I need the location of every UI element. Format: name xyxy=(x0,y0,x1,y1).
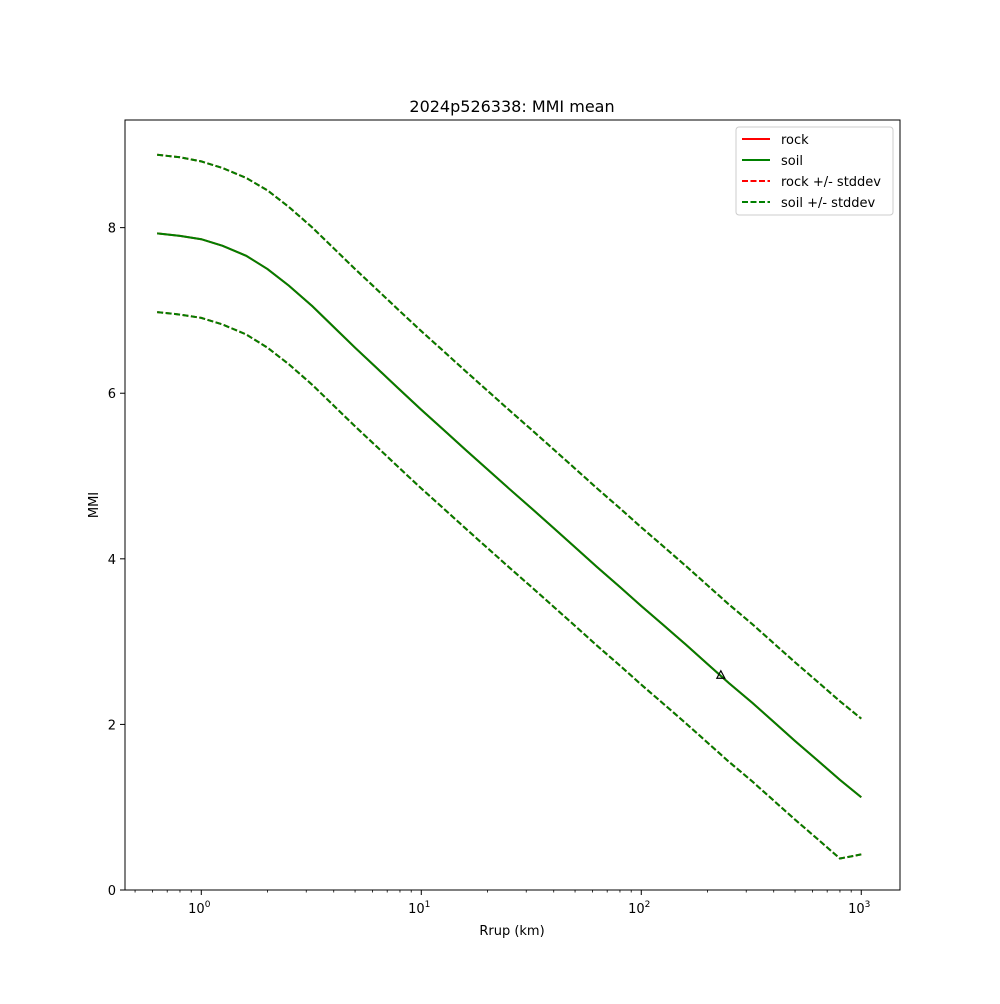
chart-title: 2024p526338: MMI mean xyxy=(409,97,614,116)
y-axis-label: MMI xyxy=(87,492,102,518)
rock-line xyxy=(157,232,862,799)
y-tick-label: 0 xyxy=(108,884,116,899)
soil-stddev-lower-line xyxy=(157,311,862,860)
soil-stddev-line xyxy=(157,153,862,720)
rock-stddev-lower-line xyxy=(157,311,862,860)
plot-frame xyxy=(124,119,901,891)
y-tick-label: 8 xyxy=(108,222,116,237)
legend: rock soil rock +/- stddev soil +/- stddev xyxy=(735,126,894,216)
legend-box xyxy=(735,126,894,216)
rock-stddev-line xyxy=(157,153,862,720)
y-tick-label: 2 xyxy=(108,718,116,733)
x-tick-label: 100 xyxy=(188,900,211,917)
y-tick-label: 4 xyxy=(108,553,116,568)
legend-label: soil +/- stddev xyxy=(781,196,876,211)
plot-area: 0 2 4 6 8 100 101 102 103 xyxy=(108,119,901,917)
soil-line xyxy=(157,232,862,799)
x-tick-label: 103 xyxy=(848,900,870,917)
x-axis-label: Rrup (km) xyxy=(479,924,544,939)
x-tick-label: 102 xyxy=(628,900,650,917)
x-tick-label: 101 xyxy=(408,900,430,917)
legend-label: rock xyxy=(781,133,809,148)
y-tick-label: 6 xyxy=(108,387,116,402)
observation-marker xyxy=(715,669,726,679)
legend-label: soil xyxy=(781,154,803,169)
legend-label: rock +/- stddev xyxy=(781,175,881,190)
